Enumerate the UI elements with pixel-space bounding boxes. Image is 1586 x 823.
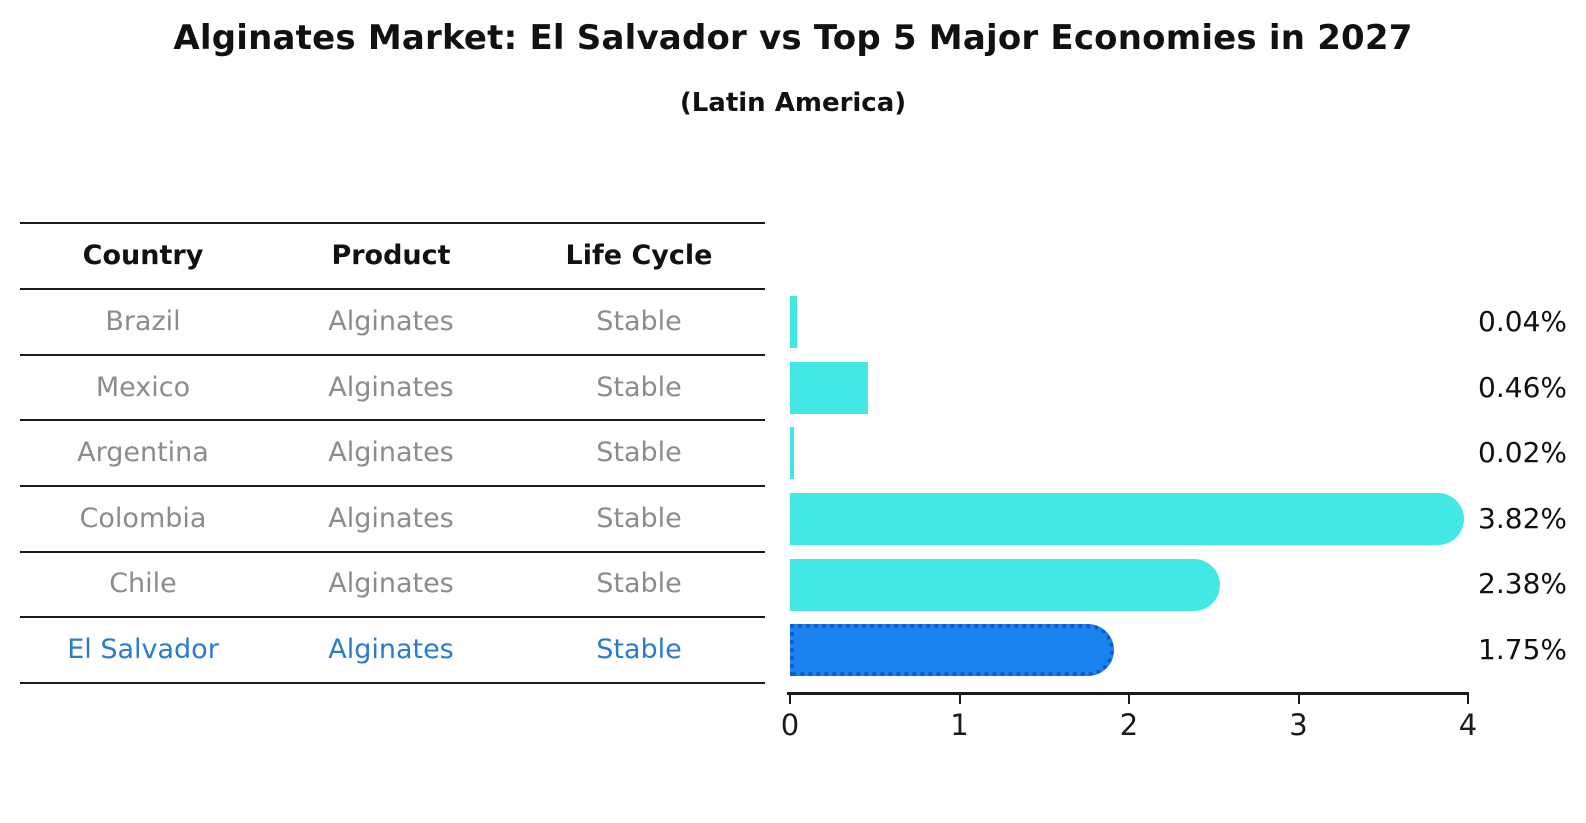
value-label: 3.82% [1478,502,1567,535]
table-rule [20,419,765,421]
value-label: 0.02% [1478,436,1567,469]
x-tick-label: 1 [950,708,969,742]
table-rule [20,288,765,290]
table-rule [20,616,765,618]
x-tick-label: 0 [780,708,800,742]
bar-mexico [790,362,868,414]
x-tick-mark [1467,694,1469,704]
cell-product: Alginates [328,568,454,599]
cell-country-highlight: El Salvador [67,634,219,665]
chart-subtitle: (Latin America) [679,88,907,118]
bar-argentina [790,427,794,479]
bar-chile [790,559,1221,611]
table-rule [20,682,765,684]
chart-title: Alginates Market: El Salvador vs Top 5 M… [173,18,1413,58]
cell-life-cycle: Stable [596,306,682,337]
value-label: 2.38% [1478,567,1567,600]
cell-life-cycle: Stable [596,503,682,534]
x-axis-line [787,692,1469,695]
table-rule [20,551,765,553]
cell-product: Alginates [328,503,454,534]
cell-life-cycle: Stable [596,437,682,468]
x-tick-mark [789,694,791,704]
value-label: 0.04% [1478,305,1567,338]
cell-product-highlight: Alginates [328,634,454,665]
cell-country: Colombia [79,503,207,534]
x-tick-label: 4 [1458,708,1478,742]
table-rule [20,222,765,224]
value-label: 1.75% [1478,633,1567,666]
x-tick-label: 2 [1119,708,1139,742]
cell-country: Mexico [95,372,191,403]
cell-life-cycle: Stable [596,568,682,599]
x-tick-mark [1128,694,1130,704]
cell-product: Alginates [328,372,454,403]
cell-product: Alginates [328,437,454,468]
x-tick-mark [1297,694,1300,704]
table-rule [20,485,765,487]
x-tick-label: 3 [1289,708,1308,742]
x-tick-mark [958,694,961,704]
bar-colombia [790,493,1465,545]
cell-country: Argentina [77,437,209,468]
table-rule [20,354,765,356]
cell-life-cycle: Stable [596,372,682,403]
column-header-product: Product [331,240,451,271]
column-header-country: Country [82,240,204,271]
cell-life-cycle-highlight: Stable [596,634,682,665]
column-header-life-cycle: Life Cycle [565,240,713,271]
cell-country: Brazil [105,306,181,337]
bar-el-salvador-highlight [790,624,1114,676]
value-label: 0.46% [1478,371,1567,404]
cell-product: Alginates [328,306,454,337]
bar-brazil [790,296,797,348]
cell-country: Chile [109,568,177,599]
